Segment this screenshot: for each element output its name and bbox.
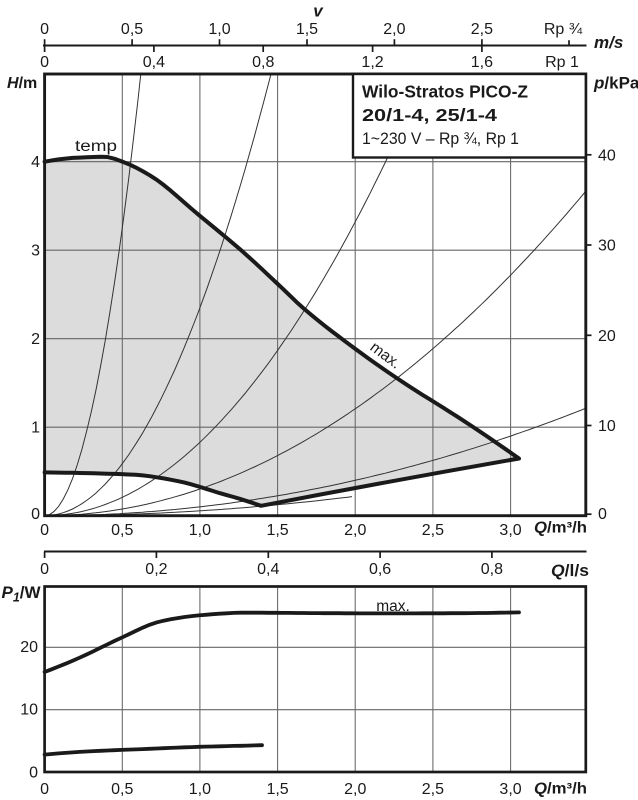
svg-text:1,5: 1,5 bbox=[266, 781, 288, 798]
svg-text:2,0: 2,0 bbox=[383, 21, 405, 38]
svg-text:Rp 1: Rp 1 bbox=[545, 54, 579, 71]
svg-text:2,5: 2,5 bbox=[422, 522, 444, 539]
svg-text:10: 10 bbox=[598, 418, 616, 435]
svg-text:0: 0 bbox=[40, 781, 49, 798]
svg-text:max.: max. bbox=[376, 598, 410, 615]
svg-text:30: 30 bbox=[598, 238, 616, 255]
svg-text:0,5: 0,5 bbox=[121, 21, 143, 38]
svg-text:0,4: 0,4 bbox=[257, 561, 279, 578]
svg-text:0,4: 0,4 bbox=[143, 54, 165, 71]
svg-text:0: 0 bbox=[598, 506, 607, 523]
svg-text:1,0: 1,0 bbox=[208, 21, 230, 38]
svg-text:0: 0 bbox=[40, 21, 49, 38]
svg-text:1,5: 1,5 bbox=[296, 21, 318, 38]
svg-text:2,0: 2,0 bbox=[344, 522, 366, 539]
svg-text:0: 0 bbox=[31, 506, 40, 523]
svg-text:0,8: 0,8 bbox=[481, 561, 503, 578]
svg-text:0,6: 0,6 bbox=[369, 561, 391, 578]
svg-text:3,0: 3,0 bbox=[499, 522, 521, 539]
svg-text:1,6: 1,6 bbox=[471, 54, 493, 71]
svg-text:Q/m³/h: Q/m³/h bbox=[534, 781, 587, 798]
svg-text:Q/m³/h: Q/m³/h bbox=[534, 520, 587, 537]
svg-text:2: 2 bbox=[31, 331, 40, 348]
svg-text:1~230 V – Rp ¾, Rp 1: 1~230 V – Rp ¾, Rp 1 bbox=[362, 130, 519, 148]
svg-text:Q/l/s: Q/l/s bbox=[551, 562, 589, 580]
svg-text:1,5: 1,5 bbox=[266, 522, 288, 539]
svg-text:20/1-4, 25/1-4: 20/1-4, 25/1-4 bbox=[362, 105, 497, 125]
svg-text:1,2: 1,2 bbox=[361, 54, 383, 71]
svg-text:P1/W: P1/W bbox=[2, 583, 42, 605]
svg-text:20: 20 bbox=[598, 328, 616, 345]
svg-text:0,5: 0,5 bbox=[111, 781, 133, 798]
svg-text:2,5: 2,5 bbox=[422, 781, 444, 798]
svg-text:0,2: 0,2 bbox=[145, 561, 167, 578]
svg-text:p/kPa: p/kPa bbox=[593, 74, 638, 93]
svg-text:10: 10 bbox=[20, 702, 38, 719]
svg-text:0: 0 bbox=[40, 561, 49, 578]
svg-text:Wilo-Stratos PICO-Z: Wilo-Stratos PICO-Z bbox=[362, 82, 528, 102]
svg-text:1,0: 1,0 bbox=[189, 781, 211, 798]
svg-text:4: 4 bbox=[31, 154, 40, 171]
svg-text:2,5: 2,5 bbox=[471, 21, 493, 38]
svg-text:v: v bbox=[313, 2, 324, 21]
svg-text:temp: temp bbox=[75, 138, 117, 155]
svg-text:3: 3 bbox=[31, 243, 40, 260]
svg-text:40: 40 bbox=[598, 148, 616, 165]
svg-text:0: 0 bbox=[29, 765, 38, 782]
svg-text:0,5: 0,5 bbox=[111, 522, 133, 539]
svg-text:Rp ¾: Rp ¾ bbox=[544, 21, 583, 38]
svg-text:H/m: H/m bbox=[7, 75, 37, 92]
svg-text:0: 0 bbox=[40, 522, 49, 539]
svg-text:m/s: m/s bbox=[594, 33, 623, 52]
svg-text:1,0: 1,0 bbox=[189, 522, 211, 539]
svg-text:20: 20 bbox=[20, 639, 38, 656]
svg-text:3,0: 3,0 bbox=[499, 781, 521, 798]
svg-text:2,0: 2,0 bbox=[344, 781, 366, 798]
svg-text:0: 0 bbox=[40, 54, 49, 71]
svg-text:0,8: 0,8 bbox=[252, 54, 274, 71]
svg-text:1: 1 bbox=[31, 420, 40, 437]
